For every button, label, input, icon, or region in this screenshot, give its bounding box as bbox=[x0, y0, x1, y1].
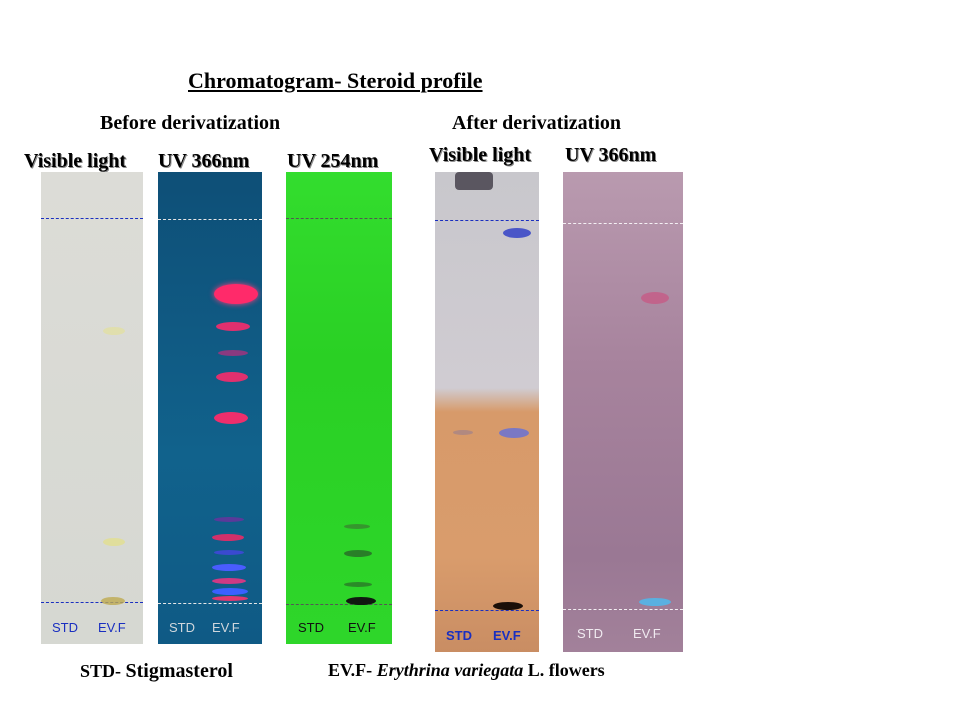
band bbox=[212, 578, 246, 584]
legend-evf-abbr: EV.F- bbox=[328, 660, 373, 680]
origin-line bbox=[158, 603, 262, 604]
tlc-plate-uv254-before: STD EV.F bbox=[286, 172, 392, 644]
band bbox=[103, 538, 125, 546]
band bbox=[499, 428, 529, 438]
band bbox=[212, 596, 248, 601]
band bbox=[212, 588, 248, 595]
plate-label-visible-before: Visible light bbox=[24, 150, 127, 172]
tlc-plate-visible-after: STD EV.F bbox=[435, 172, 539, 652]
section-after-derivatization: After derivatization bbox=[452, 112, 622, 134]
band bbox=[641, 292, 669, 304]
band bbox=[214, 550, 244, 555]
solvent-front-line bbox=[435, 220, 539, 221]
band bbox=[216, 372, 248, 382]
band bbox=[346, 597, 376, 605]
band bbox=[503, 228, 531, 238]
origin-line bbox=[286, 604, 392, 605]
band bbox=[103, 327, 125, 335]
plate-label-uv366-before: UV 366nm bbox=[158, 150, 250, 172]
band bbox=[453, 430, 473, 435]
section-before-derivatization: Before derivatization bbox=[100, 112, 281, 134]
origin-line bbox=[41, 602, 143, 603]
plate-label-visible-after: Visible light bbox=[429, 144, 532, 166]
legend-std: STD- Stigmasterol bbox=[80, 660, 233, 683]
band bbox=[493, 602, 523, 610]
legend-evf-rest: L. flowers bbox=[527, 660, 605, 680]
legend-evf-species: Erythrina variegata bbox=[376, 660, 524, 680]
tlc-plate-uv366-before: STD EV.F bbox=[158, 172, 262, 644]
solvent-front-line bbox=[286, 218, 392, 219]
plate-label-uv254-before: UV 254nm bbox=[287, 150, 379, 172]
lane-label-evf: EV.F bbox=[348, 620, 376, 635]
band bbox=[218, 350, 248, 356]
band bbox=[455, 172, 493, 190]
band bbox=[101, 597, 125, 605]
lane-label-std: STD bbox=[298, 620, 324, 635]
legend-std-name: Stigmasterol bbox=[125, 660, 233, 682]
lane-label-std: STD bbox=[169, 620, 195, 635]
band bbox=[216, 322, 250, 331]
solvent-front-line bbox=[158, 219, 262, 220]
band bbox=[344, 550, 372, 557]
chart-title: Chromatogram- Steroid profile bbox=[188, 68, 483, 93]
band bbox=[214, 284, 258, 304]
lane-label-evf: EV.F bbox=[98, 620, 126, 635]
band bbox=[214, 517, 244, 522]
plate-label-uv366-after: UV 366nm bbox=[565, 144, 657, 166]
tlc-plate-uv366-after: STD EV.F bbox=[563, 172, 683, 652]
lane-label-std: STD bbox=[577, 626, 603, 641]
band bbox=[344, 582, 372, 587]
lane-label-evf: EV.F bbox=[633, 626, 661, 641]
band bbox=[212, 564, 246, 571]
origin-line bbox=[563, 609, 683, 610]
tlc-plate-visible-before: STD EV.F bbox=[41, 172, 143, 644]
band bbox=[639, 598, 671, 606]
lane-label-std: STD bbox=[446, 628, 472, 643]
band bbox=[212, 534, 244, 541]
lane-label-std: STD bbox=[52, 620, 78, 635]
lane-label-evf: EV.F bbox=[493, 628, 521, 643]
legend-evf: EV.F- Erythrina variegata L. flowers bbox=[328, 660, 605, 681]
lane-label-evf: EV.F bbox=[212, 620, 240, 635]
legend-std-abbr: STD- bbox=[80, 661, 122, 681]
solvent-front-line bbox=[41, 218, 143, 219]
band bbox=[344, 524, 370, 529]
band bbox=[214, 412, 248, 424]
origin-line bbox=[435, 610, 539, 611]
solvent-front-line bbox=[563, 223, 683, 224]
